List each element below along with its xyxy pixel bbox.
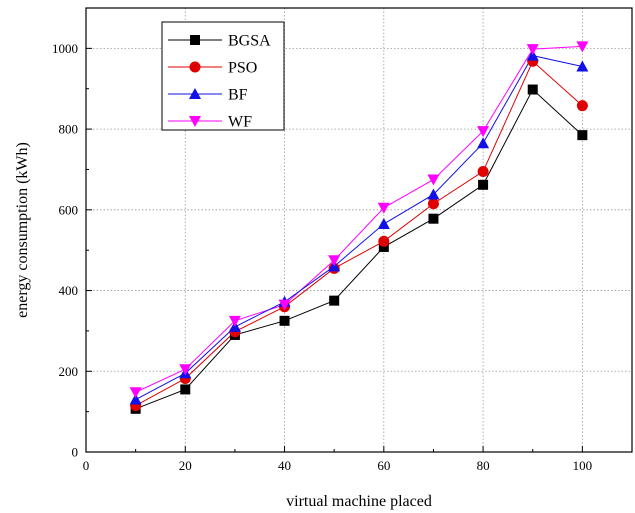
x-tick-label: 60 — [377, 458, 390, 473]
legend-marker — [189, 61, 201, 73]
legend-marker — [189, 116, 201, 127]
legend-label: BGSA — [228, 33, 271, 50]
data-point-bgsa — [378, 241, 389, 252]
x-tick-label: 80 — [477, 458, 490, 473]
plot-frame — [85, 7, 633, 453]
data-point-wf — [477, 126, 490, 138]
data-point-bf — [377, 217, 390, 229]
series-markers-bgsa — [130, 84, 588, 414]
data-point-bf — [477, 137, 490, 149]
x-tick-label: 0 — [83, 458, 90, 473]
data-point-bgsa — [279, 315, 290, 326]
series-layer — [129, 41, 589, 414]
data-point-bgsa — [180, 384, 191, 395]
series-line-pso — [135, 60, 583, 407]
data-point-pso — [576, 100, 588, 112]
series-line-wf — [135, 45, 583, 393]
gridlines — [86, 8, 632, 452]
data-point-wf — [526, 44, 539, 56]
legend-entries: BGSA PSO BF WF — [168, 33, 271, 131]
x-tick-label: 20 — [179, 458, 192, 473]
legend-label: PSO — [228, 60, 257, 77]
y-tick-label: 600 — [59, 202, 79, 217]
legend-label: BF — [228, 87, 248, 104]
data-point-bgsa — [527, 84, 538, 95]
data-point-wf — [576, 41, 589, 53]
legend-marker — [190, 35, 200, 45]
data-point-bgsa — [329, 295, 340, 306]
data-point-bf — [129, 393, 142, 405]
data-point-wf — [427, 174, 440, 186]
data-point-wf — [179, 364, 192, 376]
legend-marker — [189, 88, 201, 99]
legend-label: WF — [228, 114, 252, 131]
x-tick-label: 40 — [278, 458, 291, 473]
data-point-wf — [278, 299, 291, 311]
series-line-bgsa — [135, 88, 583, 410]
y-tick-label: 1000 — [52, 41, 78, 56]
legend: BGSA PSO BF WF — [161, 21, 285, 131]
legend-item-pso: PSO — [168, 60, 257, 77]
data-point-bf — [427, 188, 440, 200]
data-point-bf — [576, 60, 589, 72]
y-tick-label: 0 — [72, 445, 79, 460]
data-point-pso — [378, 235, 390, 247]
x-tick-label: 100 — [573, 458, 593, 473]
series-line-bf — [135, 55, 583, 400]
series-markers-wf — [129, 41, 589, 399]
legend-item-bf: BF — [168, 87, 248, 104]
data-point-bgsa — [428, 213, 439, 224]
data-point-wf — [228, 315, 241, 327]
data-point-wf — [328, 255, 341, 267]
y-tick-label: 400 — [59, 283, 79, 298]
y-tick-label: 200 — [59, 364, 79, 379]
data-point-bgsa — [577, 130, 588, 141]
x-axis-label: virtual machine placed — [286, 493, 432, 510]
y-axis-label: energy consumption (kWh) — [14, 142, 31, 318]
data-point-wf — [129, 387, 142, 399]
data-point-bgsa — [478, 179, 489, 190]
data-point-pso — [427, 198, 439, 210]
legend-item-bgsa: BGSA — [168, 33, 271, 50]
legend-item-wf: WF — [168, 114, 252, 131]
data-point-pso — [477, 165, 489, 177]
y-tick-label: 800 — [59, 122, 79, 137]
data-point-wf — [377, 202, 390, 214]
